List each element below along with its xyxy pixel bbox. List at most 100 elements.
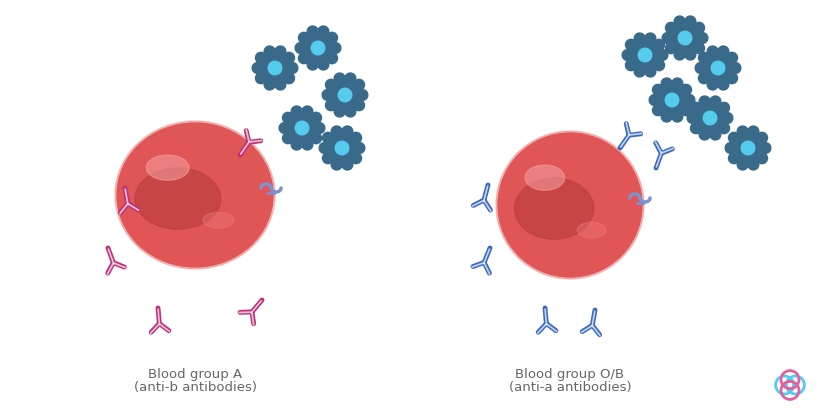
Circle shape: [284, 73, 294, 84]
Circle shape: [331, 159, 342, 170]
Circle shape: [638, 48, 652, 62]
Circle shape: [756, 132, 768, 143]
Circle shape: [357, 90, 367, 100]
Circle shape: [298, 53, 309, 64]
Circle shape: [657, 50, 667, 60]
Circle shape: [322, 90, 333, 100]
Circle shape: [737, 126, 748, 137]
Circle shape: [748, 159, 759, 170]
Ellipse shape: [498, 133, 642, 277]
Ellipse shape: [577, 222, 606, 238]
Circle shape: [760, 143, 771, 153]
Circle shape: [345, 73, 356, 84]
Circle shape: [748, 126, 759, 137]
Circle shape: [298, 32, 309, 43]
Circle shape: [727, 52, 737, 63]
Circle shape: [353, 100, 364, 111]
Circle shape: [728, 153, 740, 164]
Circle shape: [289, 115, 315, 141]
Circle shape: [318, 26, 329, 37]
Ellipse shape: [117, 123, 273, 267]
Ellipse shape: [525, 165, 565, 190]
Ellipse shape: [135, 168, 221, 229]
Circle shape: [326, 79, 336, 90]
Circle shape: [252, 62, 263, 74]
Circle shape: [312, 41, 325, 55]
Circle shape: [661, 78, 672, 89]
Circle shape: [319, 143, 330, 153]
Circle shape: [659, 87, 685, 113]
Circle shape: [665, 93, 679, 107]
Circle shape: [275, 79, 286, 90]
Circle shape: [718, 79, 729, 90]
Circle shape: [663, 32, 673, 44]
Circle shape: [351, 153, 362, 164]
Circle shape: [342, 126, 353, 137]
Circle shape: [326, 53, 338, 64]
Circle shape: [335, 106, 345, 117]
Circle shape: [329, 135, 355, 161]
Circle shape: [314, 122, 325, 134]
Ellipse shape: [115, 121, 275, 269]
Circle shape: [322, 153, 334, 164]
Circle shape: [685, 16, 696, 27]
Circle shape: [311, 133, 321, 144]
Circle shape: [653, 60, 664, 71]
Circle shape: [335, 73, 345, 84]
Circle shape: [697, 32, 708, 44]
Circle shape: [632, 42, 658, 68]
Circle shape: [700, 129, 710, 140]
Circle shape: [322, 132, 334, 143]
Circle shape: [690, 123, 701, 134]
Circle shape: [626, 60, 636, 71]
Circle shape: [291, 139, 302, 150]
Circle shape: [275, 46, 286, 57]
Circle shape: [672, 25, 698, 51]
Ellipse shape: [515, 178, 593, 239]
Circle shape: [699, 73, 709, 84]
Circle shape: [678, 31, 692, 45]
Circle shape: [727, 73, 737, 84]
Circle shape: [626, 39, 636, 50]
Circle shape: [326, 32, 338, 43]
Text: Blood group A: Blood group A: [148, 368, 242, 381]
Circle shape: [264, 79, 275, 90]
Circle shape: [645, 33, 656, 44]
Circle shape: [307, 59, 318, 70]
Text: (anti-a antibodies): (anti-a antibodies): [509, 381, 631, 394]
Circle shape: [722, 113, 733, 123]
Circle shape: [699, 52, 709, 63]
Circle shape: [728, 132, 740, 143]
Circle shape: [295, 43, 306, 53]
Circle shape: [295, 121, 309, 135]
Circle shape: [331, 126, 342, 137]
Circle shape: [307, 26, 318, 37]
Circle shape: [264, 46, 275, 57]
Circle shape: [332, 82, 358, 108]
Circle shape: [681, 105, 691, 115]
Ellipse shape: [146, 155, 189, 180]
Circle shape: [705, 55, 731, 81]
Circle shape: [704, 111, 717, 125]
Circle shape: [718, 102, 729, 113]
Circle shape: [737, 159, 748, 170]
Ellipse shape: [203, 212, 234, 228]
Circle shape: [634, 33, 645, 44]
Circle shape: [649, 95, 660, 106]
Circle shape: [707, 46, 718, 57]
Circle shape: [645, 66, 656, 77]
Circle shape: [262, 55, 288, 81]
Circle shape: [710, 96, 721, 107]
Circle shape: [685, 49, 696, 60]
Circle shape: [694, 22, 704, 33]
Circle shape: [684, 95, 695, 106]
Circle shape: [672, 78, 683, 89]
Circle shape: [653, 84, 663, 95]
Circle shape: [353, 79, 364, 90]
Circle shape: [666, 22, 677, 33]
Circle shape: [305, 35, 331, 61]
Circle shape: [291, 106, 302, 117]
Circle shape: [283, 112, 293, 123]
Circle shape: [694, 43, 704, 54]
Circle shape: [707, 79, 718, 90]
